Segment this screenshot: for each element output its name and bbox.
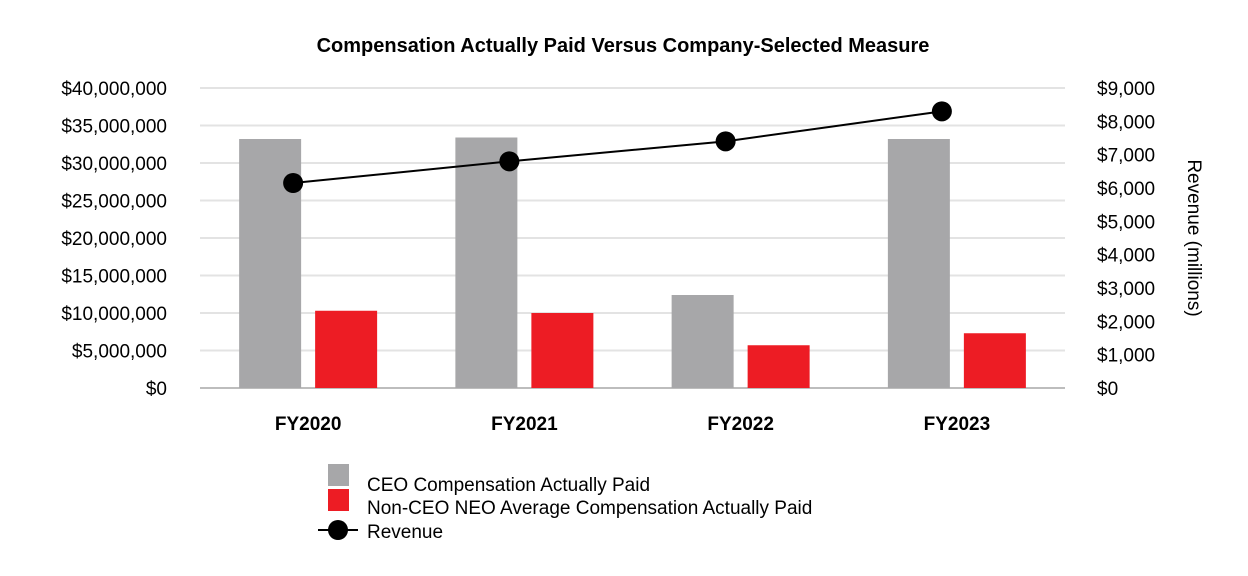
right-tick-label: $9,000: [1097, 79, 1155, 100]
right-tick-label: $8,000: [1097, 112, 1155, 133]
category-label: FY2022: [707, 414, 774, 435]
chart-title: Compensation Actually Paid Versus Compan…: [317, 35, 930, 57]
left-tick-label: $15,000,000: [61, 267, 167, 288]
revenue-line: [283, 101, 952, 193]
right-tick-label: $6,000: [1097, 179, 1155, 200]
left-tick-label: $0: [146, 379, 167, 400]
bar-non-ceo-neo-compensation: [315, 310, 378, 388]
revenue-point: [283, 173, 304, 193]
left-tick-label: $20,000,000: [61, 229, 167, 250]
right-tick-label: $3,000: [1097, 279, 1155, 300]
revenue-point: [499, 151, 520, 172]
category-label: FY2021: [491, 414, 558, 435]
left-tick-label: $30,000,000: [61, 154, 167, 175]
legend-marker-revenue: [328, 520, 348, 540]
category-label: FY2020: [275, 414, 342, 435]
revenue-point: [715, 131, 736, 152]
category-label: FY2023: [924, 414, 991, 435]
revenue-line-path: [293, 110, 943, 184]
left-tick-label: $25,000,000: [61, 192, 167, 213]
bar-non-ceo-neo-compensation: [531, 313, 594, 388]
category-labels: FY2020 FY2021 FY2022 FY2023: [275, 414, 990, 435]
bar-ceo-compensation: [455, 137, 518, 388]
legend-swatch-ceo: [328, 464, 349, 486]
left-tick-label: $35,000,000: [61, 117, 167, 138]
right-tick-label: $7,000: [1097, 146, 1155, 167]
right-tick-label: $0: [1097, 379, 1118, 400]
bar-non-ceo-neo-compensation: [747, 345, 810, 388]
legend-swatch-non-ceo: [328, 489, 349, 511]
revenue-point: [931, 101, 952, 122]
bar-ceo-compensation: [887, 139, 950, 388]
left-tick-label: $40,000,000: [61, 79, 167, 100]
legend-label-non-ceo: Non-CEO NEO Average Compensation Actuall…: [367, 498, 812, 519]
right-axis-label: Revenue (millions): [1183, 159, 1204, 316]
legend-label-revenue: Revenue: [367, 522, 443, 543]
right-tick-label: $1,000: [1097, 346, 1155, 367]
right-tick-label: $2,000: [1097, 312, 1155, 333]
bar-ceo-compensation: [671, 295, 734, 388]
bar-non-ceo-neo-compensation: [963, 333, 1026, 388]
right-axis: $0 $1,000 $2,000 $3,000 $4,000 $5,000 $6,000 $7…: [1097, 79, 1155, 400]
left-axis: $0 $5,000,000 $10,000,000 $15,000,000 $20,00…: [61, 79, 167, 400]
legend-label-ceo: CEO Compensation Actually Paid: [367, 475, 650, 496]
left-tick-label: $10,000,000: [61, 304, 167, 325]
left-tick-label: $5,000,000: [72, 342, 167, 363]
right-tick-label: $5,000: [1097, 212, 1155, 233]
right-tick-label: $4,000: [1097, 246, 1155, 267]
